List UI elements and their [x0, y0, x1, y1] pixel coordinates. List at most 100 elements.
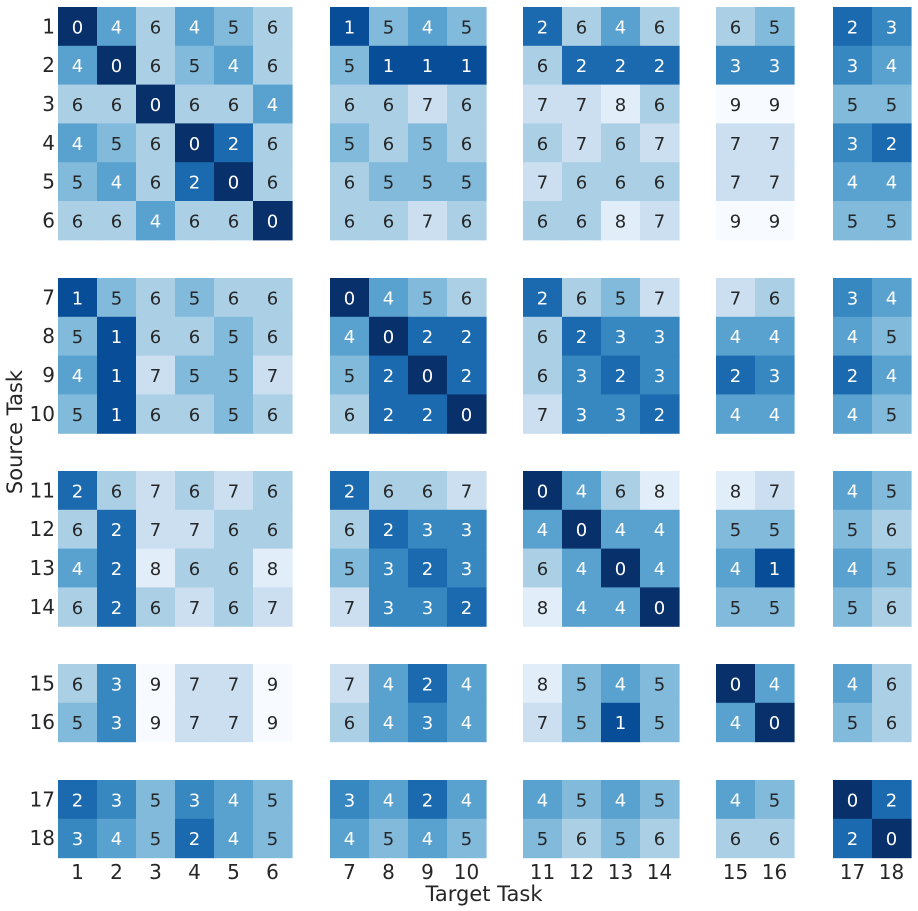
- heatmap-cell: [601, 780, 641, 820]
- heatmap-cell: [755, 394, 795, 434]
- heatmap-cell-label: 2: [461, 327, 472, 348]
- heatmap-cell: [136, 394, 176, 434]
- heatmap-cell-label: 5: [72, 173, 83, 194]
- heatmap-cell: [447, 7, 487, 47]
- heatmap-cell-label: 7: [344, 674, 355, 695]
- heatmap-cell: [136, 123, 176, 163]
- heatmap-cell: [562, 123, 602, 163]
- heatmap-cell-label: 6: [344, 173, 355, 194]
- heatmap-cell-label: 2: [886, 790, 897, 811]
- heatmap-cell: [872, 394, 912, 434]
- heatmap-cell: [136, 548, 176, 588]
- heatmap-cell: [214, 548, 254, 588]
- heatmap-cell: [755, 278, 795, 318]
- heatmap-cell: [214, 162, 254, 202]
- heatmap-cell: [601, 664, 641, 704]
- x-tick-label: 12: [569, 860, 594, 884]
- heatmap-cell: [833, 201, 873, 241]
- heatmap-cell-label: 2: [537, 17, 548, 38]
- heatmap-cell: [253, 355, 293, 395]
- heatmap-cell-label: 0: [150, 95, 161, 116]
- heatmap-cell-label: 7: [654, 134, 665, 155]
- heatmap-cell-label: 4: [72, 134, 83, 155]
- heatmap-cell: [872, 123, 912, 163]
- heatmap-cell: [408, 123, 448, 163]
- heatmap-cell-label: 5: [344, 559, 355, 580]
- heatmap-cell: [447, 45, 487, 86]
- heatmap-cell-label: 5: [344, 134, 355, 155]
- heatmap-cell-label: 6: [886, 713, 897, 734]
- x-tick-labels: 1 2 3 4 5 6 7 8 9 10 11 12 13 14 15 16 17 18: [71, 860, 904, 884]
- heatmap-cell-label: 5: [383, 173, 394, 194]
- heatmap-cell-label: 7: [730, 134, 741, 155]
- heatmap-cell-label: 5: [886, 481, 897, 502]
- heatmap-cell: [640, 587, 680, 627]
- heatmap-cell-label: 7: [730, 173, 741, 194]
- heatmap-cell-label: 4: [383, 790, 394, 811]
- heatmap-cell-label: 4: [654, 520, 665, 541]
- heatmap-cell-label: 7: [150, 366, 161, 387]
- heatmap-cell: [253, 123, 293, 163]
- x-tick-label: 15: [723, 860, 748, 884]
- heatmap-cell-label: 0: [615, 559, 626, 580]
- y-tick-label: 11: [30, 478, 55, 502]
- heatmap-cell: [175, 123, 215, 163]
- heatmap-cell-label: 7: [189, 713, 200, 734]
- heatmap-cell-label: 6: [654, 829, 665, 850]
- heatmap-cell-label: 8: [654, 481, 665, 502]
- heatmap-cell-label: 3: [654, 366, 665, 387]
- heatmap-cell-label: 4: [576, 559, 587, 580]
- heatmap-cell-label: 8: [615, 211, 626, 232]
- heatmap-cell: [330, 548, 370, 588]
- heatmap-cell-label: 0: [886, 829, 897, 850]
- heatmap-cell-label: 7: [769, 481, 780, 502]
- heatmap-cell-label: 2: [615, 366, 626, 387]
- heatmap-cell-label: 0: [461, 405, 472, 426]
- heatmap-cell: [330, 278, 370, 318]
- x-tick-label: 5: [227, 860, 240, 884]
- heatmap-cell-label: 3: [461, 559, 472, 580]
- heatmap-cell-label: 5: [847, 211, 858, 232]
- heatmap-cell-label: 0: [267, 211, 278, 232]
- x-tick-label: 18: [879, 860, 904, 884]
- heatmap-cell-label: 7: [576, 95, 587, 116]
- heatmap-cell-label: 7: [189, 520, 200, 541]
- heatmap-cell: [562, 201, 602, 241]
- heatmap-cell: [253, 780, 293, 820]
- heatmap-cell: [640, 7, 680, 47]
- heatmap-cell-label: 5: [886, 327, 897, 348]
- heatmap-cell: [330, 780, 370, 820]
- heatmap-cell-label: 4: [267, 95, 278, 116]
- heatmap-cell: [97, 818, 137, 859]
- heatmap-cell-label: 4: [730, 405, 741, 426]
- heatmap-cell: [58, 123, 98, 163]
- heatmap-cell: [97, 355, 137, 395]
- heatmap-cell: [833, 471, 873, 511]
- heatmap-cell-label: 6: [111, 211, 122, 232]
- heatmap-cell: [175, 45, 215, 86]
- heatmap-cell: [562, 316, 602, 357]
- heatmap-cell: [755, 548, 795, 588]
- heatmap-cell-label: 7: [422, 95, 433, 116]
- heatmap-cell: [58, 278, 98, 318]
- heatmap-cell: [369, 7, 409, 47]
- heatmap-cell: [872, 201, 912, 241]
- heatmap-cell: [330, 471, 370, 511]
- heatmap-cell-label: 7: [730, 288, 741, 309]
- heatmap-cell: [755, 664, 795, 704]
- heatmap-cell: [175, 509, 215, 550]
- heatmap-cell: [330, 394, 370, 434]
- heatmap-cell-label: 5: [422, 173, 433, 194]
- heatmap-cell: [175, 7, 215, 47]
- heatmap-cell: [408, 548, 448, 588]
- heatmap-cell: [601, 355, 641, 395]
- heatmap-cell-label: 4: [730, 559, 741, 580]
- heatmap-cell-label: 9: [769, 95, 780, 116]
- heatmap-cell: [58, 316, 98, 357]
- heatmap-cell-label: 1: [111, 366, 122, 387]
- heatmap-cell: [136, 201, 176, 241]
- heatmap-cell-label: 5: [150, 790, 161, 811]
- heatmap-cell-label: 6: [422, 481, 433, 502]
- heatmap-cell-label: 4: [537, 520, 548, 541]
- heatmap-cell-label: 3: [383, 559, 394, 580]
